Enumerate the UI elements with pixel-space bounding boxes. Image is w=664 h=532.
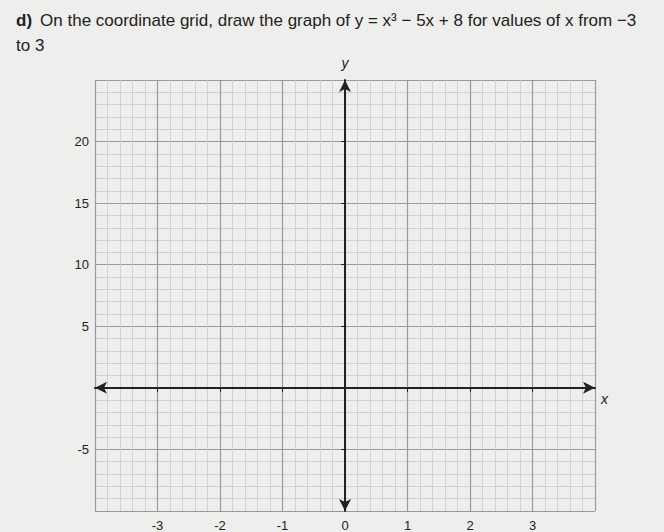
svg-text:5: 5 xyxy=(82,319,89,334)
svg-text:2: 2 xyxy=(466,518,473,532)
svg-text:y: y xyxy=(341,55,350,71)
html-text:d): d) xyxy=(16,11,32,30)
svg-text:3: 3 xyxy=(529,518,536,532)
svg-text:1: 1 xyxy=(404,518,411,532)
svg-text:-3: -3 xyxy=(152,518,164,532)
svg-text:20: 20 xyxy=(75,134,89,149)
svg-text:x: x xyxy=(600,391,609,407)
svg-text:-1: -1 xyxy=(277,518,289,532)
svg-text:-2: -2 xyxy=(214,518,226,532)
svg-text:10: 10 xyxy=(75,257,89,272)
html-text:On the coordinate grid, draw t: On the coordinate grid, draw the graph o… xyxy=(16,11,637,55)
svg-text:0: 0 xyxy=(341,518,348,532)
svg-text:15: 15 xyxy=(75,196,89,211)
svg-text:-5: -5 xyxy=(77,442,89,457)
